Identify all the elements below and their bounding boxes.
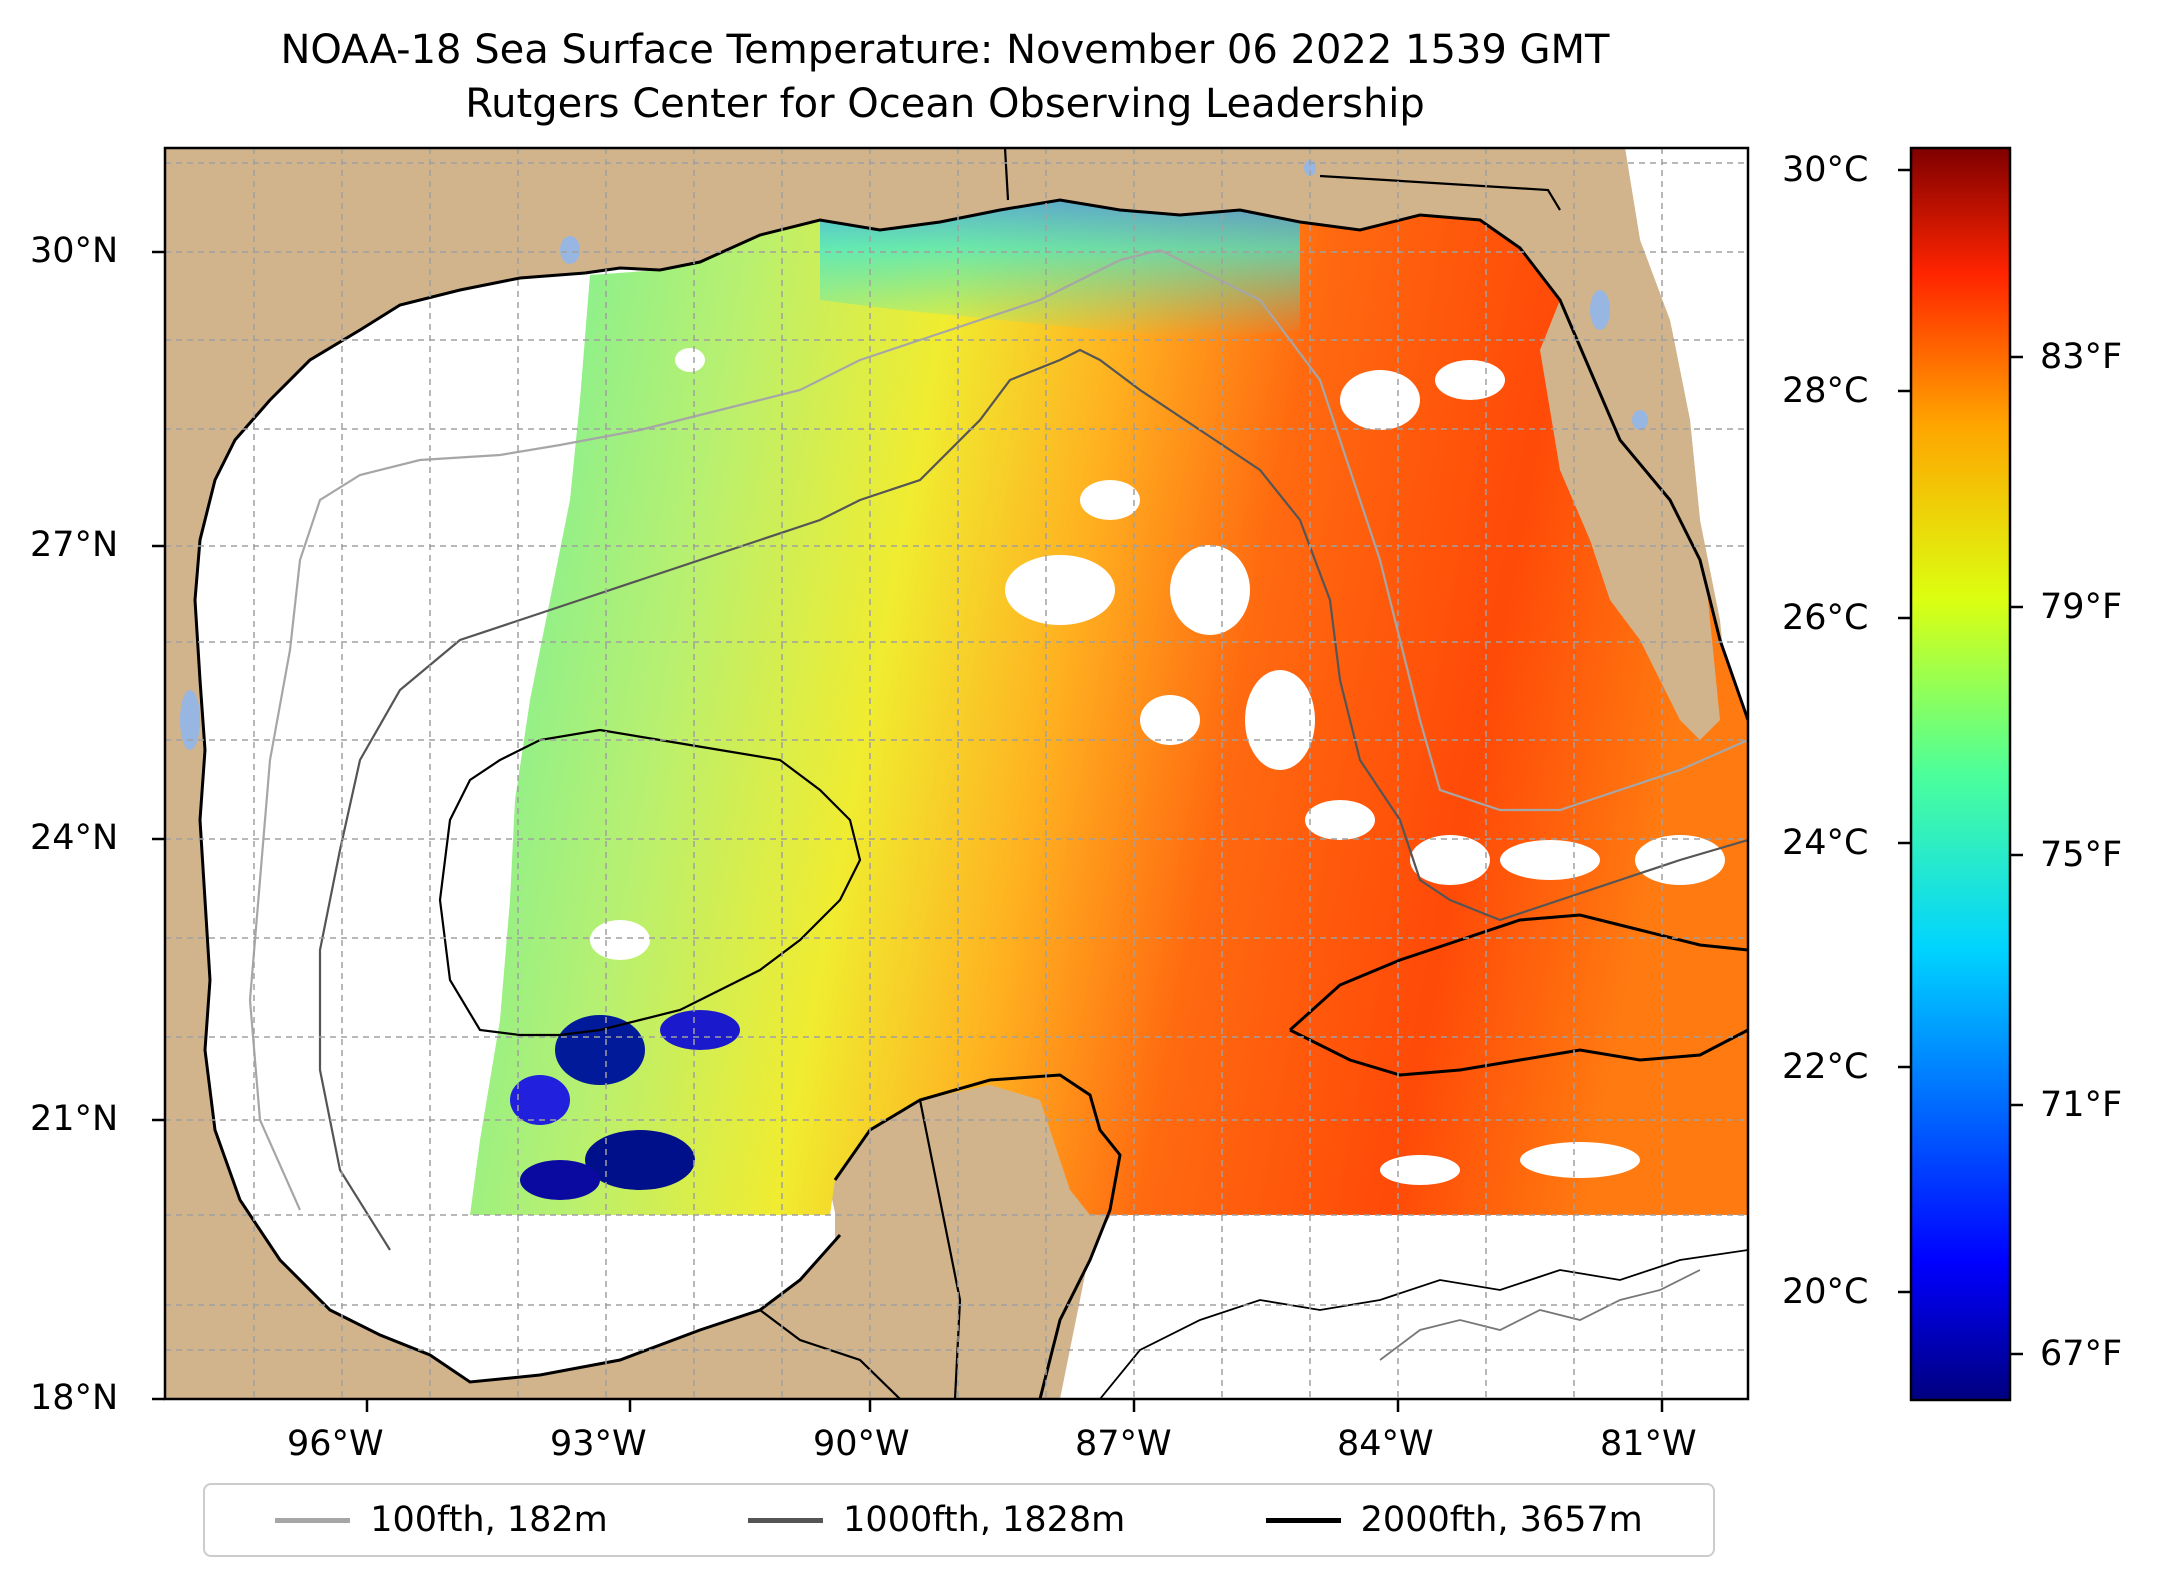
contour-2000fth (438, 728, 862, 1037)
legend-item-2000fth: 2000fth, 3657m (1265, 1500, 1643, 1540)
lon-tick-81w: 81°W (1600, 1424, 1697, 1464)
cold-patch (510, 1010, 740, 1200)
florida-land (1540, 148, 1720, 740)
cb-tick-79f: 79°F (2040, 587, 2123, 627)
yucatan-land (835, 1075, 1120, 1399)
cb-tick-28c: 28°C (1782, 371, 1869, 411)
contour-100fth (248, 248, 1748, 1211)
lat-tick-30n: 30°N (30, 231, 119, 271)
legend-label-2000fth: 2000fth, 3657m (1360, 1500, 1643, 1540)
legend-swatch-2000fth (1265, 1517, 1341, 1523)
axis-tick-marks (152, 250, 1664, 1412)
legend-swatch-100fth (275, 1517, 351, 1523)
lat-tick-18n: 18°N (30, 1378, 119, 1418)
legend-label-1000fth: 1000fth, 1828m (843, 1500, 1126, 1540)
lat-tick-21n: 21°N (30, 1099, 119, 1139)
lon-tick-93w: 93°W (550, 1424, 647, 1464)
legend-swatch-1000fth (748, 1517, 824, 1523)
map-plot-area (165, 148, 1748, 1399)
cb-tick-75f: 75°F (2040, 835, 2123, 875)
map-title: NOAA-18 Sea Surface Temperature: Novembe… (280, 27, 1610, 73)
colorbar (1909, 146, 2012, 1402)
cb-tick-26c: 26°C (1782, 598, 1869, 638)
depth-contours (248, 248, 1748, 1399)
plot-frame (163, 146, 1750, 1401)
cb-tick-20c: 20°C (1782, 1272, 1869, 1312)
lon-tick-90w: 90°W (813, 1424, 910, 1464)
sst-north-cool-band (820, 200, 1300, 340)
coastlines (193, 198, 1748, 1399)
legend-item-100fth: 100fth, 182m (275, 1500, 608, 1540)
contour-1000fth (318, 348, 1748, 1251)
cloud-gaps (590, 260, 1740, 1185)
sst-data-swath (470, 200, 1748, 1215)
lat-tick-24n: 24°N (30, 818, 119, 858)
colorbar-tick-marks (1898, 168, 2023, 1356)
lon-tick-84w: 84°W (1337, 1424, 1434, 1464)
inland-lakes (180, 160, 1648, 750)
cb-tick-67f: 67°F (2040, 1334, 2123, 1374)
legend-label-100fth: 100fth, 182m (370, 1500, 608, 1540)
lat-tick-27n: 27°N (30, 525, 119, 565)
map-subtitle: Rutgers Center for Ocean Observing Leade… (465, 81, 1425, 127)
cb-tick-22c: 22°C (1782, 1047, 1869, 1087)
lon-tick-87w: 87°W (1075, 1424, 1172, 1464)
cb-tick-71f: 71°F (2040, 1085, 2123, 1125)
contour-legend: 100fth, 182m 1000fth, 1828m 2000fth, 365… (203, 1483, 1715, 1557)
cb-tick-83f: 83°F (2040, 337, 2123, 377)
cb-tick-30c: 30°C (1782, 150, 1869, 190)
lon-tick-96w: 96°W (287, 1424, 384, 1464)
legend-item-1000fth: 1000fth, 1828m (748, 1500, 1125, 1540)
cb-tick-24c: 24°C (1782, 823, 1869, 863)
